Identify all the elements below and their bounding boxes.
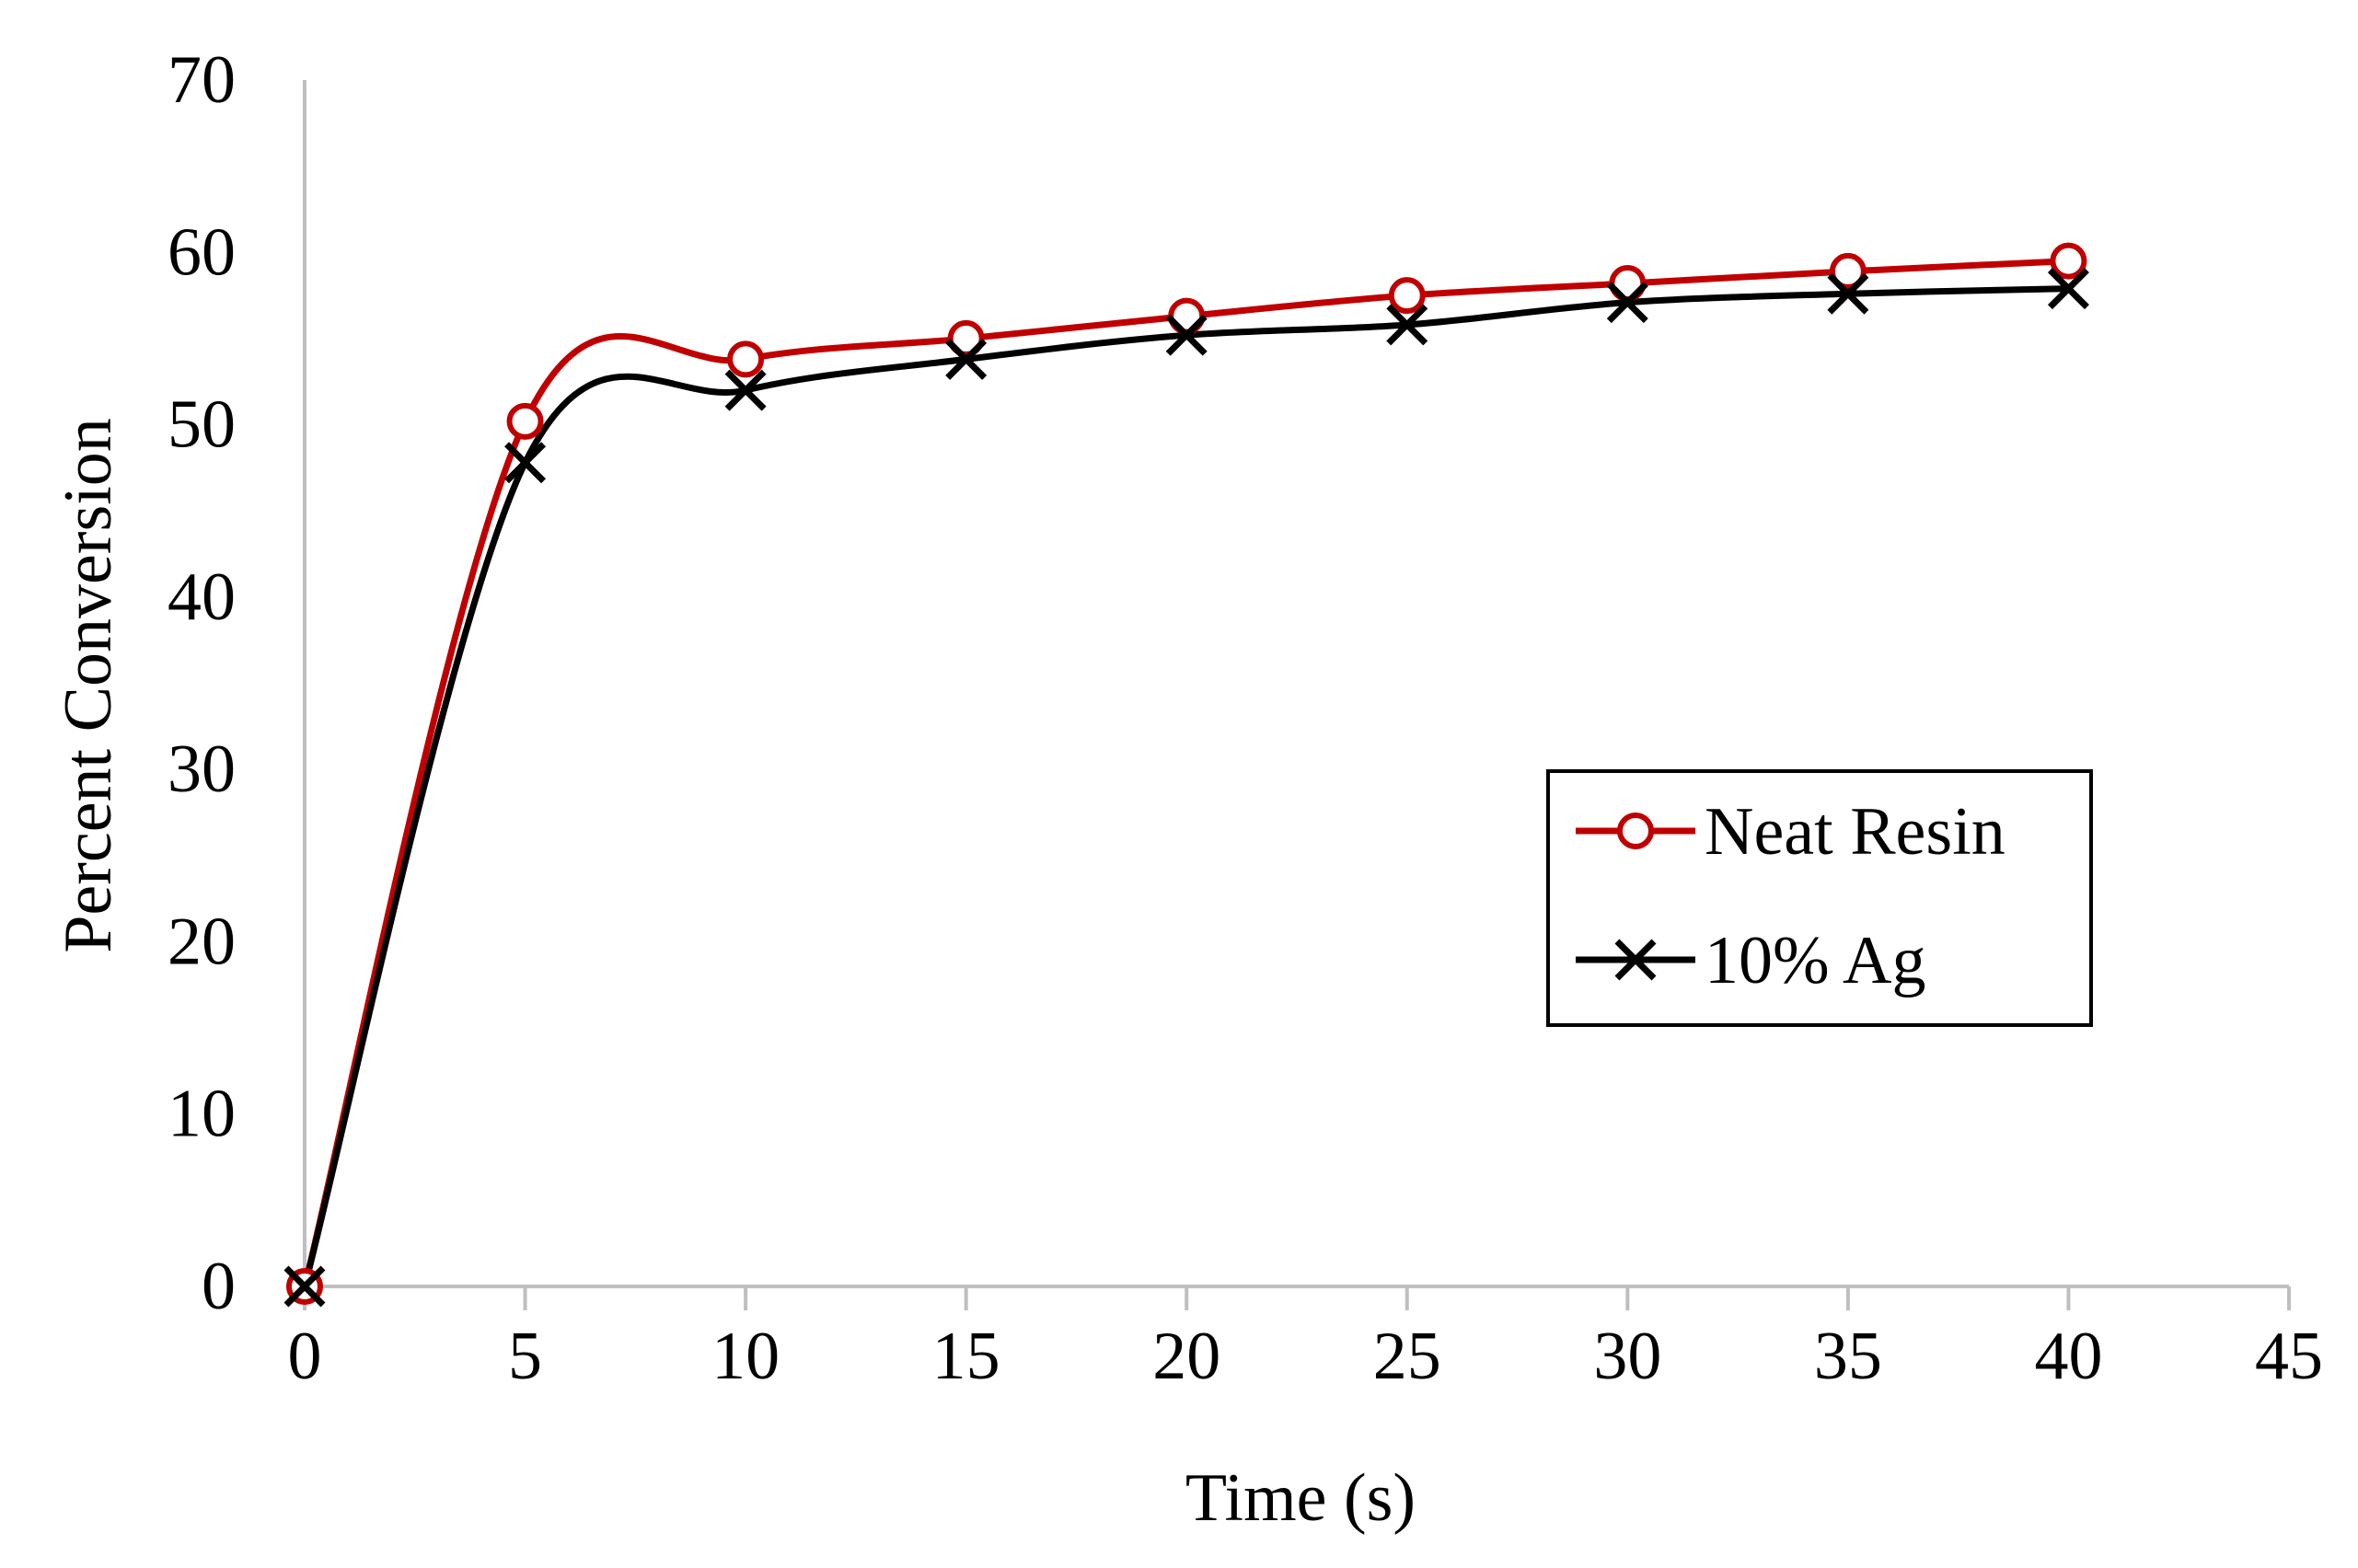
series-lines	[301, 258, 2069, 1287]
data-point-neat-resin	[727, 340, 765, 378]
x-tick-label: 5	[508, 1319, 542, 1394]
data-point-neat-resin	[2050, 242, 2087, 280]
axis-ticks: 0 5 10 15 20 25 30 35 40 45 0 10 20 30 40 50 60 70	[168, 42, 2323, 1394]
y-tick-label: 70	[168, 42, 236, 118]
data-point-neat-resin	[506, 402, 544, 440]
legend: Neat Resin 10% Ag	[1546, 769, 2093, 1027]
data-point-10-ag	[724, 369, 767, 411]
legend-label-neat-resin: Neat Resin	[1705, 794, 2005, 870]
legend-label-10-ag: 10% Ag	[1705, 923, 1926, 998]
data-point-neat-resin	[1388, 277, 1426, 315]
chart-axes	[303, 80, 2289, 1288]
y-tick-label: 20	[168, 904, 236, 979]
data-point-10-ag	[1165, 314, 1208, 356]
y-tick-label: 30	[168, 732, 236, 807]
y-tick-label: 0	[202, 1249, 236, 1324]
legend-marker-10-ag	[1614, 939, 1657, 981]
data-point-10-ag	[945, 338, 988, 380]
x-tick-label: 25	[1373, 1319, 1441, 1394]
x-tick-label: 30	[1593, 1319, 1661, 1394]
y-axis-title: Percent Conversion	[51, 418, 126, 953]
y-tick-label: 10	[168, 1077, 236, 1152]
data-point-10-ag	[2047, 268, 2089, 310]
legend-marker-neat-resin	[1617, 813, 1654, 849]
y-tick-label: 60	[168, 214, 236, 290]
legend-entry-neat-resin: Neat Resin	[1576, 794, 2005, 870]
series-markers	[283, 242, 2089, 1308]
data-point-10-ag	[1386, 304, 1428, 346]
legend-entry-10-ag: 10% Ag	[1576, 923, 1926, 998]
data-point-10-ag	[1827, 272, 1869, 315]
x-tick-label: 20	[1152, 1319, 1220, 1394]
series-line-10-ag	[301, 285, 2069, 1287]
x-tick-label: 15	[932, 1319, 1000, 1394]
x-tick-label: 45	[2255, 1319, 2323, 1394]
y-tick-label: 50	[168, 387, 236, 463]
x-tick-label: 10	[711, 1319, 780, 1394]
x-tick-label: 40	[2034, 1319, 2102, 1394]
x-axis-title: Time (s)	[1185, 1460, 1416, 1536]
data-point-neat-resin	[947, 319, 985, 357]
x-tick-label: 35	[1814, 1319, 1882, 1394]
x-tick-label: 0	[288, 1319, 322, 1394]
y-tick-label: 40	[168, 559, 236, 635]
data-point-10-ag	[283, 1265, 326, 1308]
data-point-10-ag	[1606, 282, 1648, 324]
data-point-10-ag	[504, 442, 547, 484]
data-point-neat-resin	[1829, 252, 1867, 290]
series-line-neat-resin	[301, 258, 2069, 1287]
